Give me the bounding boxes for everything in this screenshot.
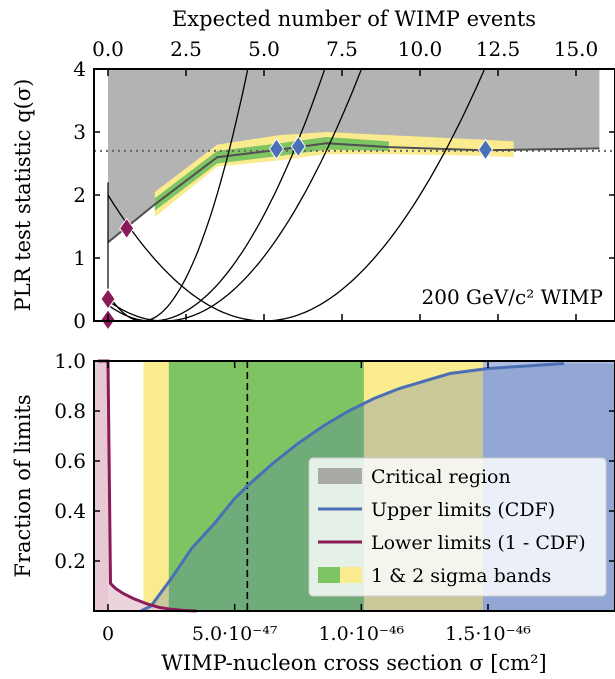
top-x-tick-label: 12.5 [476,37,521,61]
bottom-x-tick-label: 5.0·10⁻⁴⁷ [192,623,278,645]
bottom-x-tick-label: 0 [102,623,114,645]
test-statistic-curve-2 [107,69,363,321]
bottom-x-axis-label: WIMP-nucleon cross section σ [cm²] [161,651,546,675]
bottom-y-tick-label: 0.4 [54,499,86,523]
top-y-axis-label: PLR test statistic q(σ) [11,79,35,312]
bottom-panel: 0.2 0.4 0.6 0.8 1.0 0 5.0·10⁻⁴⁷ 1.0·10⁻⁴⁶ 1.5·10… [11,349,615,675]
top-x-tick-label: 15.0 [554,37,599,61]
top-x-tick-label: 7.5 [326,37,358,61]
wimp-mass-annotation: 200 GeV/c² WIMP [422,285,604,309]
top-y-tick-label: 0 [73,309,86,333]
lower-limit-marker-0 [119,217,135,240]
bottom-x-tick-label: 1.0·10⁻⁴⁶ [318,623,404,645]
top-y-tick-label: 3 [73,120,86,144]
top-y-tick-label: 1 [73,246,86,270]
critical-region [108,69,600,243]
legend-label: 1 & 2 sigma bands [371,565,551,587]
legend-box [308,457,607,597]
lower-limit-marker-1 [100,288,116,310]
legend-swatch-band2 [340,567,362,583]
top-x-tick-label: 0.0 [92,37,124,61]
top-x-tick-label: 10.0 [398,37,443,61]
lower-limit-zero-region [94,361,108,611]
bottom-y-tick-label: 0.2 [54,549,86,573]
top-y-tick-label: 4 [73,57,86,81]
legend-label: Upper limits (CDF) [371,499,555,521]
top-x-tick-label: 5.0 [248,37,280,61]
upper-limit-marker-2 [477,138,494,161]
legend-label: Lower limits (1 - CDF) [371,532,586,554]
top-x-tick-label: 2.5 [170,37,202,61]
bottom-y-tick-label: 0.6 [54,449,86,473]
bottom-plot-frame [93,360,615,612]
bottom-y-axis-label: Fraction of limits [11,394,35,577]
legend: Critical region Upper limits (CDF) Lower l… [308,457,607,597]
bottom-y-tick-label: 1.0 [54,349,86,373]
upper-limit-marker-1 [290,135,306,158]
upper-limit-marker-0 [268,138,285,160]
legend-swatch-critical [318,468,362,484]
upper-cdf-line [140,362,565,613]
top-y-tick-label: 2 [73,183,86,207]
test-statistic-curve-0 [107,69,249,321]
bottom-x-tick-label: 1.5·10⁻⁴⁶ [445,623,531,645]
top-x-axis-label: Expected number of WIMP events [172,7,536,31]
lower-cdf-line [97,359,197,613]
legend-label: Critical region [371,466,511,488]
bottom-y-tick-label: 0.8 [54,399,86,423]
band-1sigma [154,137,389,211]
test-statistic-curve-3 [107,69,486,321]
top-panel: 0 1 2 3 40.0 2.5 5.0 7.5 10.0 12.5 15.0 Expected n… [11,7,615,333]
legend-swatch-band1 [318,567,340,583]
